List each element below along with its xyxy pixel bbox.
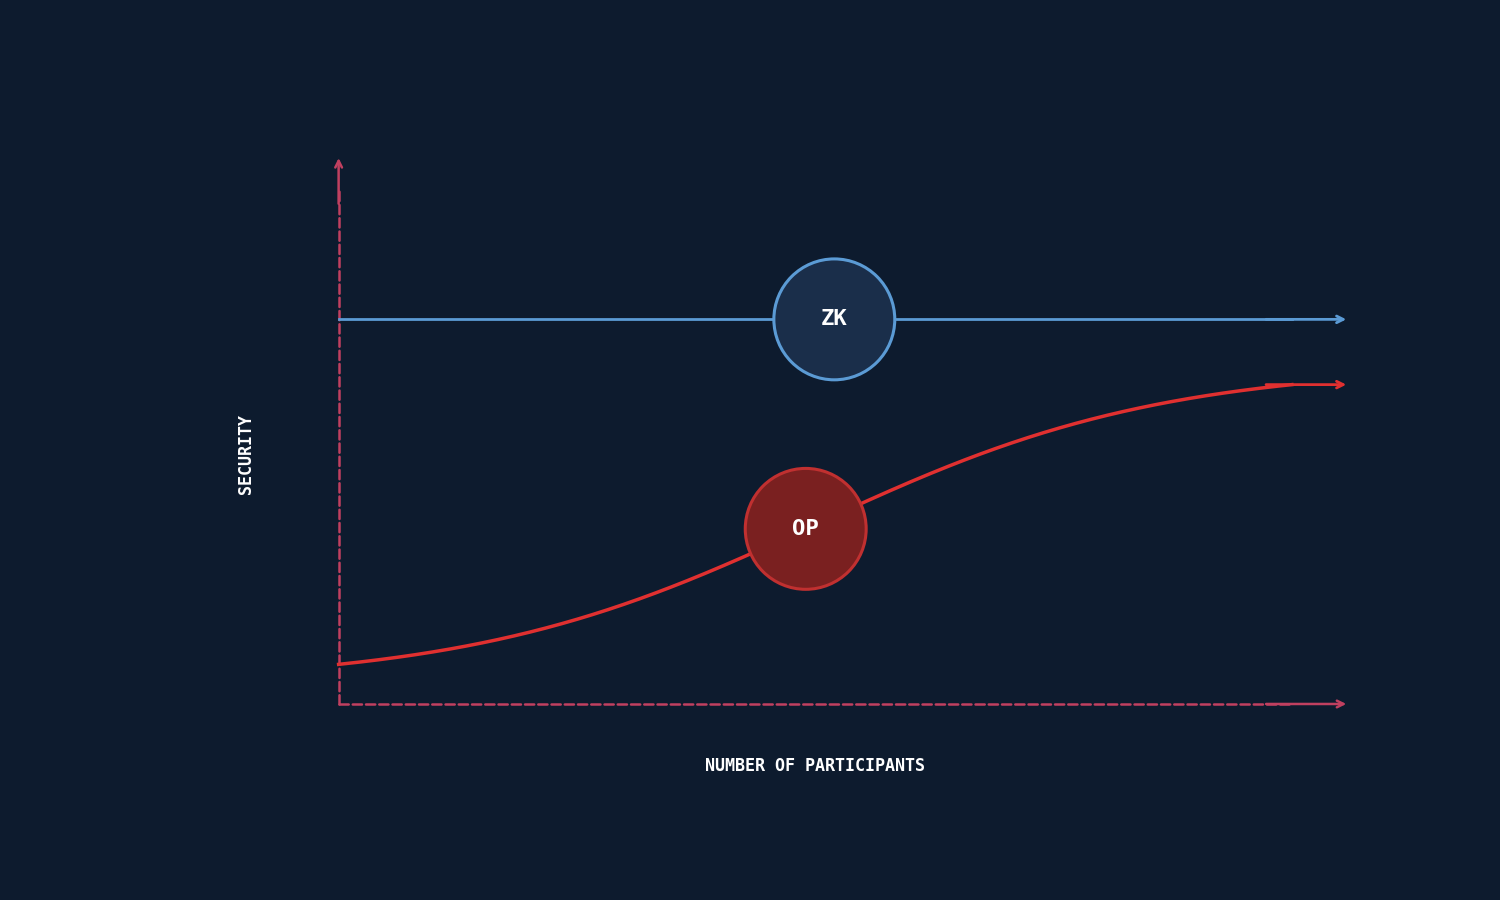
Ellipse shape [774,259,896,380]
Text: ZK: ZK [821,310,848,329]
Text: NUMBER OF PARTICIPANTS: NUMBER OF PARTICIPANTS [705,758,926,776]
Text: SECURITY: SECURITY [237,415,255,494]
Text: OP: OP [792,519,819,539]
Ellipse shape [746,468,866,590]
